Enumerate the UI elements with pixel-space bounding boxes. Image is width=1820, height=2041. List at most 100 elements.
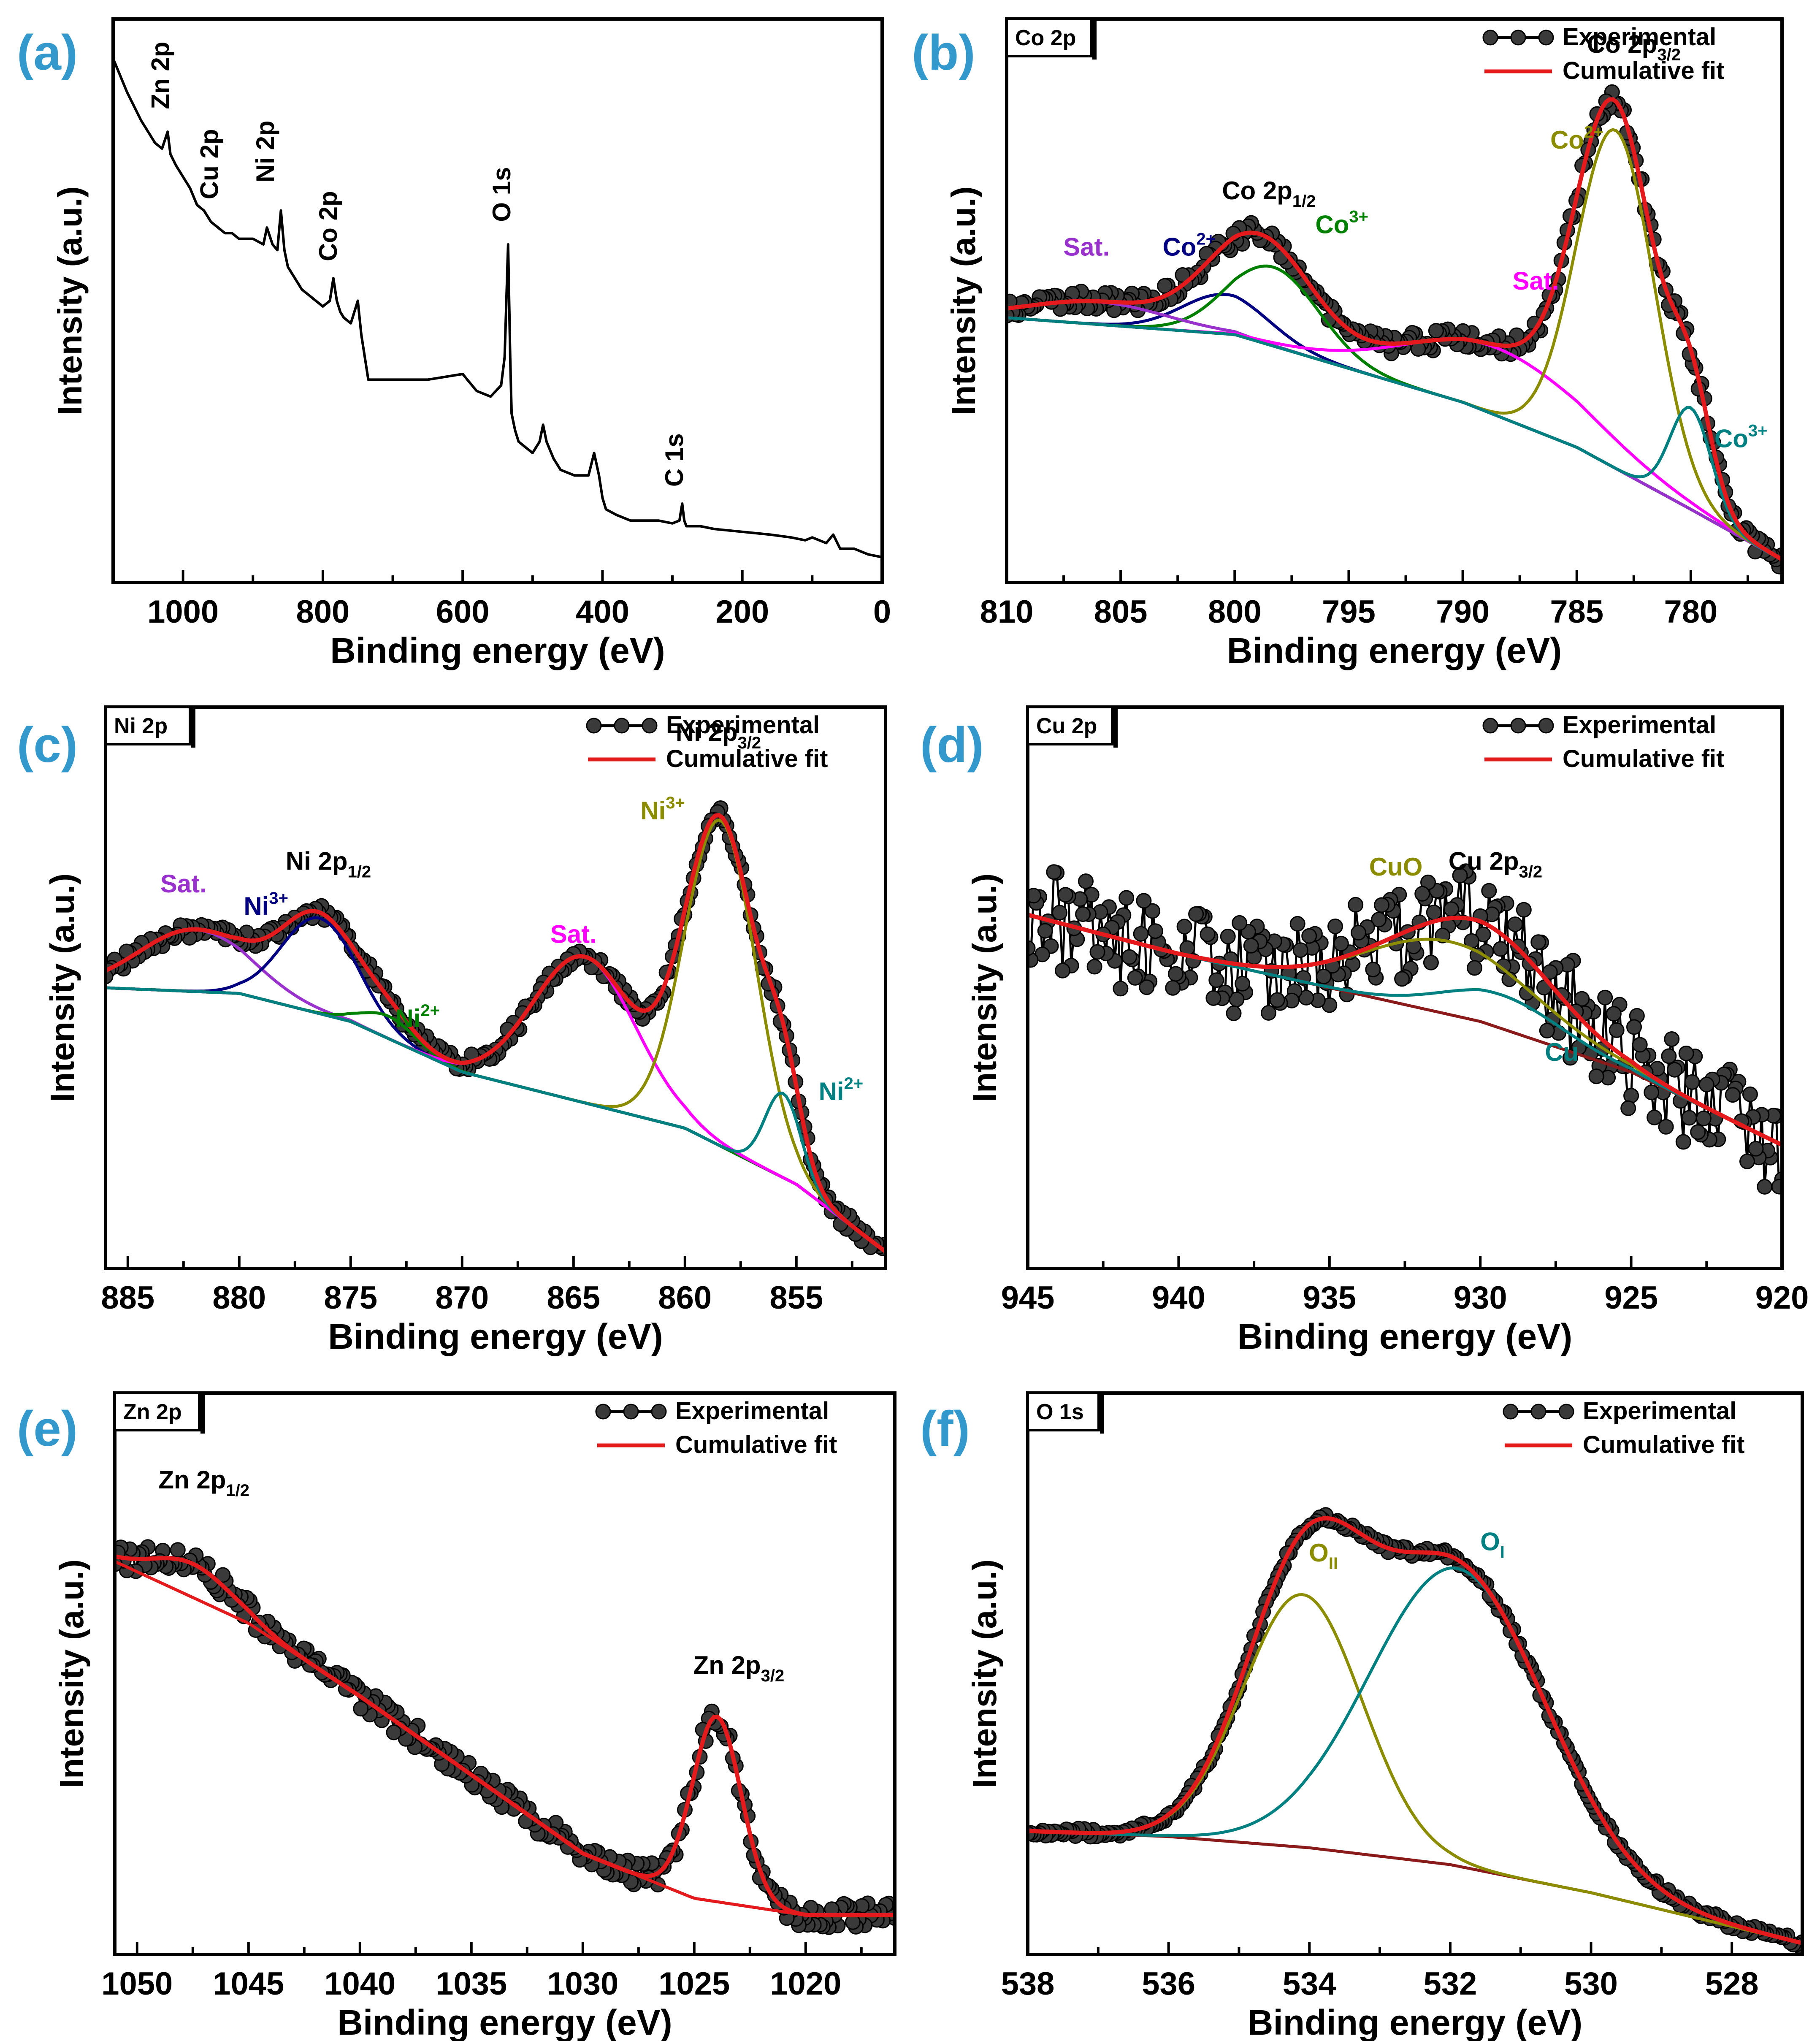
experimental-point <box>1507 916 1523 932</box>
experimental-point <box>1157 278 1173 294</box>
component-e-0 <box>115 1555 895 1917</box>
panel-label-d: (d) <box>920 717 984 773</box>
peak-annotation: OI <box>1480 1527 1505 1561</box>
peak-annotation: Sat. <box>550 920 597 949</box>
experimental-point <box>1301 928 1317 944</box>
experimental-point <box>353 1701 369 1717</box>
legend-marker <box>651 1404 667 1420</box>
experimental-point <box>1597 989 1613 1006</box>
experimental-point <box>1145 903 1160 919</box>
x-tick-label: 0 <box>873 594 891 630</box>
y-axis-label-c: Intensity (a.u.) <box>43 873 81 1102</box>
cumulative-fit-d <box>1028 913 1782 1147</box>
x-tick-label: 538 <box>1001 1966 1055 2002</box>
x-tick-label: 1050 <box>101 1966 173 2002</box>
x-tick-label: 800 <box>296 594 350 630</box>
plot-frame-c <box>104 705 887 1270</box>
component-c-3 <box>106 954 886 1253</box>
series-line-a <box>113 58 882 558</box>
experimental-point <box>1028 888 1042 904</box>
experimental-point <box>1075 906 1091 922</box>
peak-annotation: Co3+ <box>1315 207 1368 239</box>
peak-annotation: Zn 2p1/2 <box>158 1466 249 1500</box>
legend-marker <box>1538 718 1554 734</box>
x-axis-label-e: Binding energy (eV) <box>337 2003 672 2041</box>
legend-fit-label: Cumulative fit <box>675 1431 837 1458</box>
plot-area-f <box>1028 1507 1802 1954</box>
peak-annotation: Zn 2p <box>146 42 175 109</box>
peak-annotation: Co3+ <box>1714 422 1768 453</box>
peak-annotation: Co2+ <box>1550 123 1603 154</box>
experimental-point <box>1136 893 1152 909</box>
x-tick-label: 855 <box>769 1280 823 1316</box>
panel-d: (d) 945 940 935 930 925 920 Binding energy (eV)… <box>920 705 1809 1356</box>
region-box-c <box>104 706 191 745</box>
component-c-4 <box>106 818 886 1253</box>
panel-label-e: (e) <box>17 1401 78 1457</box>
x-tick-label: 860 <box>658 1280 712 1316</box>
x-tick-label: 532 <box>1424 1966 1477 2002</box>
experimental-point <box>1235 976 1251 992</box>
x-tick-label: 200 <box>715 594 769 630</box>
x-tick-label: 530 <box>1564 1966 1618 2002</box>
legend-marker <box>614 718 630 734</box>
cumulative-fit-b <box>1007 97 1782 561</box>
experimental-line-c <box>106 805 886 1250</box>
region-title-e: Zn 2p <box>123 1400 182 1424</box>
experimental-point <box>1606 1006 1622 1022</box>
experimental-point <box>1481 883 1497 899</box>
x-axis-label-a: Binding energy (eV) <box>330 631 665 670</box>
peak-annotation: Cu <box>1545 1038 1579 1066</box>
experimental-point <box>1365 962 1381 978</box>
y-axis-label-d: Intensity (a.u.) <box>966 873 1003 1102</box>
y-axis-label-f: Intensity (a.u.) <box>966 1559 1003 1788</box>
x-tick-label: 785 <box>1550 594 1603 630</box>
experimental-point <box>1690 1124 1706 1140</box>
region-title-c: Ni 2p <box>114 714 168 738</box>
experimental-point <box>1684 1074 1700 1090</box>
experimental-point <box>1428 323 1444 339</box>
legend-experimental-label: Experimental <box>1563 23 1716 51</box>
experimental-point <box>1261 1005 1276 1021</box>
experimental-point <box>1620 1100 1636 1116</box>
x-tick-label: 880 <box>212 1280 266 1316</box>
experimental-point <box>1205 990 1221 1006</box>
experimental-point <box>1121 949 1138 965</box>
experimental-point <box>1675 1134 1691 1150</box>
x-axis-label-b: Binding energy (eV) <box>1227 631 1562 670</box>
peak-annotation: Co 2p <box>314 191 342 261</box>
experimental-point <box>1475 927 1491 943</box>
legend-experimental-label: Experimental <box>666 711 820 739</box>
experimental-point <box>1444 901 1459 917</box>
experimental-point <box>1165 980 1181 996</box>
panel-a: (a) 1000 800 600 400 200 0 Binding energy (eV) I… <box>17 17 891 670</box>
experimental-point <box>1748 1141 1764 1157</box>
legend-marker <box>642 718 658 734</box>
experimental-point <box>1119 890 1135 906</box>
region-box-e <box>114 1392 200 1431</box>
experimental-point <box>1176 919 1192 935</box>
region-box-f <box>1026 1392 1100 1431</box>
experimental-point <box>1269 992 1285 1008</box>
legend-fit-label: Cumulative fit <box>1583 1431 1745 1458</box>
peak-annotation: CuO <box>1369 853 1423 881</box>
legend-experimental-label: Experimental <box>1583 1397 1736 1425</box>
legend-fit-label: Cumulative fit <box>1563 57 1725 84</box>
x-tick-label: 1000 <box>147 594 219 630</box>
experimental-point <box>1208 972 1224 988</box>
panel-e: (e) 1050 1045 1040 1035 1030 1025 1020 Binding e… <box>17 1391 896 2041</box>
legend-marker <box>586 718 602 734</box>
experimental-point <box>1681 1110 1697 1126</box>
cumulative-fit-e <box>115 1554 895 1917</box>
experimental-point <box>1316 968 1332 984</box>
experimental-point <box>1426 905 1442 920</box>
legend-marker <box>623 1404 639 1420</box>
component-c-2 <box>106 986 886 1253</box>
component-c-5 <box>106 986 886 1253</box>
peak-annotation: Ni3+ <box>640 794 685 825</box>
experimental-point <box>1371 911 1387 927</box>
peak-annotation: Ni 2p <box>251 120 279 182</box>
region-title-d: Cu 2p <box>1036 714 1097 738</box>
peak-annotation: Sat. <box>1512 267 1559 295</box>
